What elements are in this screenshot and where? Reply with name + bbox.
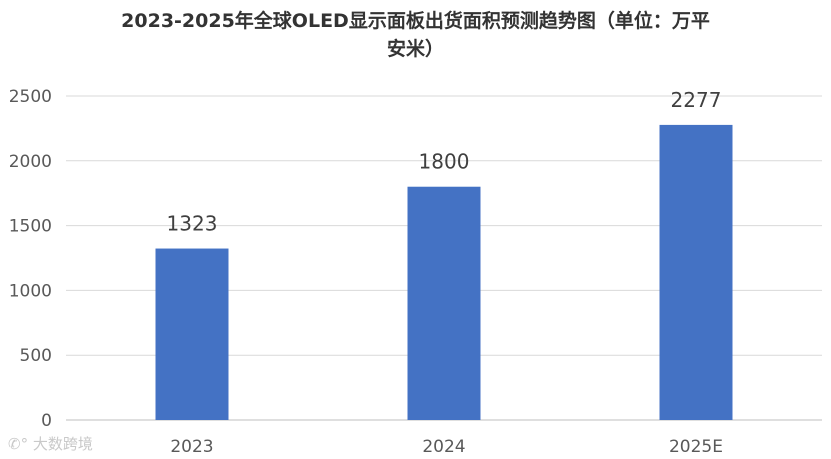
y-tick-label-0: 0 <box>41 411 52 431</box>
x-tick-label-2023: 2023 <box>170 437 213 457</box>
x-tick-label-2025E: 2025E <box>669 437 723 457</box>
y-tick-label-1000: 1000 <box>9 281 52 301</box>
bar-2024 <box>407 186 481 420</box>
y-tick-label-2000: 2000 <box>9 152 52 172</box>
chart-title-line-2: 安米） <box>386 38 444 60</box>
y-tick-label-500: 500 <box>20 346 52 366</box>
y-tick-label-1500: 1500 <box>9 217 52 237</box>
bar-2023 <box>155 248 229 420</box>
bar-2025E <box>659 124 733 420</box>
x-tick-label-2024: 2024 <box>422 437 465 457</box>
data-label-2024: 1800 <box>419 150 470 174</box>
data-label-2023: 1323 <box>167 212 218 236</box>
data-label-2025E: 2277 <box>671 88 722 112</box>
watermark: ✆° 大数跨境 <box>8 433 93 454</box>
watermark-logo-icon: ✆° <box>8 435 29 453</box>
watermark-text: 大数跨境 <box>32 435 93 453</box>
chart-title-line-1: 2023-2025年全球OLED显示面板出货面积预测趋势图（单位：万平 <box>121 10 710 32</box>
y-tick-label-2500: 2500 <box>9 87 52 107</box>
